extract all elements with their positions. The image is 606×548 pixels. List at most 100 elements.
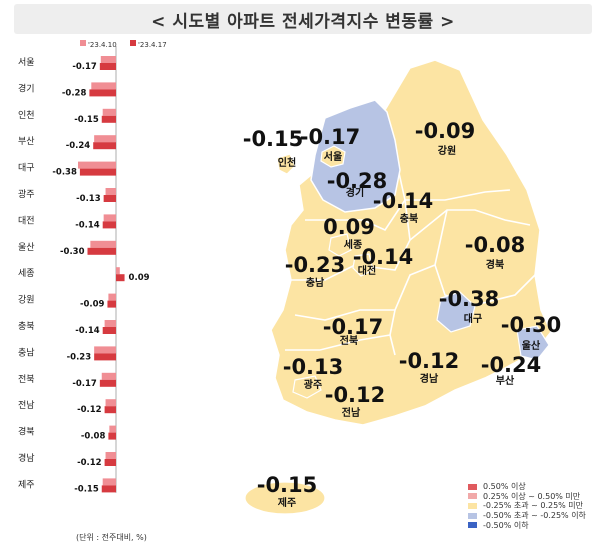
value-label: -0.08: [81, 432, 106, 442]
legend-item: -0.50% 이하: [468, 520, 586, 530]
category-label: 경기: [18, 82, 35, 94]
bar: [101, 485, 116, 493]
category-label: 경남: [18, 452, 35, 464]
bar: [101, 115, 116, 123]
region-name: 광주: [304, 379, 322, 391]
legend-text: 0.25% 이상 ~ 0.50% 미만: [483, 491, 581, 501]
value-label: -0.12: [77, 458, 102, 468]
category-label: 광주: [18, 188, 35, 200]
bar: [109, 425, 116, 433]
value-label: -0.17: [72, 379, 97, 389]
bar: [94, 135, 116, 143]
legend-swatch: [468, 522, 477, 529]
category-label: 부산: [18, 136, 35, 147]
bar: [99, 379, 116, 387]
bar: [103, 214, 116, 222]
category-label: 서울: [18, 57, 35, 68]
region-value: -0.38: [439, 287, 500, 311]
region-name: 제주: [278, 496, 296, 509]
bar: [94, 346, 116, 354]
legend-text: -0.50% 초과 ~ -0.25% 이하: [483, 511, 586, 521]
region-value: -0.15: [257, 473, 318, 497]
gyeonggi-region: [310, 99, 401, 213]
bar: [87, 247, 116, 255]
bar: [89, 89, 116, 97]
bar: [99, 63, 116, 70]
gwangju-region: [292, 375, 322, 399]
category-label: 대구: [18, 163, 35, 174]
legend-label: '23.4.17: [138, 41, 167, 49]
legend-item: 0.25% 이상 ~ 0.50% 미만: [468, 492, 586, 502]
bar: [105, 399, 116, 407]
value-label: -0.09: [80, 300, 105, 310]
value-label: -0.15: [74, 115, 99, 125]
region-value: -0.17: [323, 315, 384, 339]
region-name: 전북: [340, 334, 358, 347]
value-label: -0.23: [67, 352, 92, 362]
bar: [79, 168, 116, 176]
value-label: -0.17: [72, 62, 97, 72]
legend: 0.50% 이상 0.25% 이상 ~ 0.50% 미만 -0.25% 초과 ~ 0…: [468, 482, 586, 530]
bar: [102, 108, 116, 116]
legend-swatch: [468, 493, 477, 500]
jeju-region: [244, 481, 326, 515]
legend-swatch: [468, 512, 477, 519]
bar: [101, 372, 116, 380]
region-name: 경북: [486, 258, 504, 271]
unit-note: (단위 : 전주대비, %): [76, 532, 147, 542]
category-label: 인천: [18, 110, 35, 121]
title-bar: < 시도별 아파트 전세가격지수 변동률 >: [14, 4, 592, 34]
legend-swatch: [468, 502, 477, 509]
legend-item: -0.50% 초과 ~ -0.25% 이하: [468, 511, 586, 521]
value-label: -0.12: [77, 405, 102, 415]
value-label: -0.14: [75, 326, 100, 336]
value-label: 0.09: [129, 273, 150, 283]
korea-map: -0.17서울-0.28경기-0.15인천-0.09강원-0.14충북0.09세…: [243, 60, 562, 515]
region-value: -0.15: [243, 127, 304, 151]
bar: [108, 293, 116, 301]
region-name: 경남: [420, 372, 439, 385]
legend-text: -0.50% 이하: [483, 520, 529, 530]
category-label: 충남: [18, 347, 35, 358]
ulsan-region: [516, 325, 550, 361]
bar: [102, 327, 116, 334]
region-value: 0.09: [323, 215, 375, 239]
category-label: 충북: [18, 321, 35, 332]
region-value: -0.14: [353, 245, 414, 269]
category-label: 경북: [18, 426, 35, 438]
region-value: -0.12: [399, 349, 460, 373]
bar: [103, 195, 116, 202]
region-value: -0.09: [415, 119, 476, 143]
category-label: 전북: [18, 374, 35, 385]
region-value: -0.24: [481, 353, 542, 377]
daegu-region: [436, 291, 476, 333]
value-label: -0.14: [75, 220, 100, 230]
region-name: 경기: [346, 186, 364, 199]
legend-item: -0.25% 초과 ~ 0.25% 미만: [468, 501, 586, 511]
bar: [105, 188, 116, 195]
region-value: -0.30: [501, 313, 562, 337]
category-label: 제주: [18, 479, 35, 490]
region-name: 부산: [496, 374, 515, 387]
legend-swatch: [468, 483, 477, 490]
region-name: 대전: [358, 264, 376, 277]
bar: [78, 161, 116, 169]
bar: [102, 221, 116, 229]
bar: [100, 56, 116, 63]
legend-item: 0.50% 이상: [468, 482, 586, 492]
bar: [104, 320, 116, 327]
region-name: 강원: [438, 144, 456, 157]
legend-swatch: [130, 40, 136, 46]
bar: [116, 267, 120, 275]
bar: [105, 452, 116, 459]
region-value: -0.17: [300, 125, 361, 149]
bar: [102, 478, 116, 486]
region-name: 인천: [278, 156, 296, 169]
region-name: 충북: [400, 212, 418, 225]
seoul-region: [320, 145, 346, 168]
bar: [107, 300, 116, 308]
category-label: 울산: [18, 242, 35, 253]
category-label: 대전: [18, 215, 35, 226]
legend-text: 0.50% 이상: [483, 482, 526, 492]
bar: [116, 274, 125, 282]
